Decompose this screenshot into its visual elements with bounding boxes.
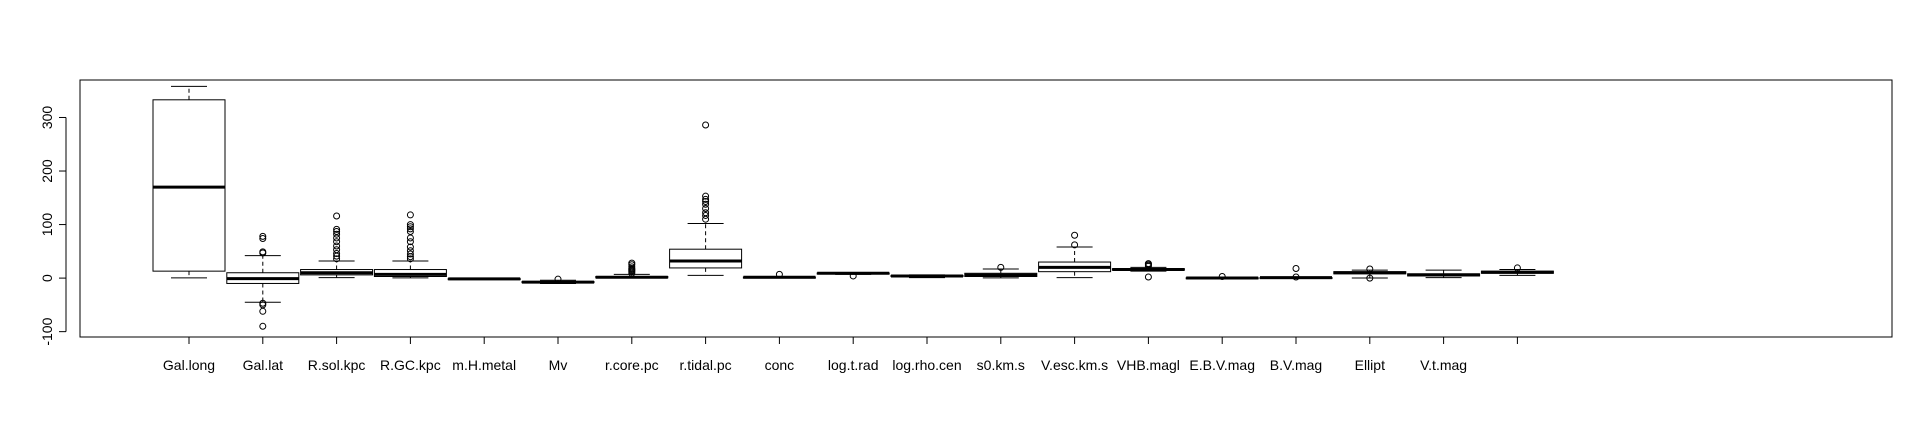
outlier-point: [628, 263, 636, 271]
plot-frame: [79, 79, 1893, 338]
y-tick-label: 100: [39, 213, 55, 237]
outlier-point: [997, 263, 1005, 271]
x-tick-label: R.GC.kpc: [380, 357, 441, 373]
x-tick-label: log.rho.cen: [892, 357, 961, 373]
box-s0.km.s: [964, 263, 1038, 279]
outlier-point: [702, 205, 710, 212]
x-tick-label: V.esc.km.s: [1041, 357, 1108, 373]
x-tick-label: R.sol.kpc: [308, 357, 366, 373]
outlier-point: [1513, 264, 1521, 272]
x-tick-label: V.t.mag: [1420, 357, 1467, 373]
box-V.esc.km.s: [1038, 231, 1112, 279]
box-m.H.metal: [447, 277, 521, 281]
outlier-point: [259, 322, 267, 330]
outlier-point: [259, 234, 267, 242]
iqr-box: [152, 99, 226, 272]
box-V.t.mag: [1407, 269, 1481, 279]
outlier-point: [259, 248, 267, 256]
x-tick-label: VHB.magl: [1117, 357, 1180, 373]
outlier-point: [554, 275, 562, 283]
x-tick-label: s0.km.s: [977, 357, 1025, 373]
box-log.t.rad: [816, 271, 890, 280]
x-tick-label: r.tidal.pc: [680, 357, 732, 373]
outlier-point: [628, 259, 636, 267]
x-tick-label: log.t.rad: [828, 357, 879, 373]
box-B.V.mag: [1259, 264, 1333, 281]
x-tick-label: Gal.lat: [243, 357, 284, 373]
outlier-point: [1218, 272, 1226, 280]
outlier-point: [1071, 231, 1079, 239]
outlier-point: [1366, 274, 1374, 282]
x-tick-label: conc: [765, 357, 795, 373]
box-Mv: [521, 275, 595, 284]
outlier-point: [406, 250, 414, 258]
outlier-point: [1071, 241, 1079, 249]
outlier-point: [406, 255, 414, 263]
outlier-point: [406, 225, 414, 233]
outlier-point: [1292, 273, 1300, 281]
outlier-point: [1144, 260, 1152, 268]
box-VHB.magl: [1111, 260, 1185, 281]
outlier-point: [333, 255, 341, 263]
outlier-point: [333, 230, 341, 238]
x-axis-labels: Gal.long Gal.lat R.sol.kpc R.GC.kpc m.H.meta…: [163, 337, 1518, 373]
outlier-point: [702, 211, 710, 219]
outlier-point: [333, 212, 341, 220]
outlier-point: [406, 228, 414, 236]
outlier-point: [406, 238, 414, 246]
box-E.B.V.mag: [1185, 272, 1259, 280]
outlier-point: [333, 246, 341, 254]
outlier-point: [406, 247, 414, 255]
outlier-point: [406, 234, 414, 242]
x-tick-label: B.V.mag: [1270, 357, 1322, 373]
y-tick-label: -100: [39, 317, 55, 345]
y-tick-label: 0: [39, 274, 55, 282]
box-Gal.lat: [226, 232, 300, 330]
outlier-point: [702, 195, 710, 203]
box-R.sol.kpc: [300, 212, 374, 279]
x-tick-label: r.core.pc: [605, 357, 659, 373]
box-r.tidal.pc: [669, 121, 743, 276]
boxes-layer: [152, 85, 1554, 330]
outlier-point: [1366, 265, 1374, 273]
outlier-point: [259, 232, 267, 240]
outlier-point: [333, 228, 341, 236]
outlier-point: [849, 272, 857, 280]
outlier-point: [702, 121, 710, 129]
outlier-point: [259, 307, 267, 315]
outlier-point: [702, 209, 710, 217]
box-unlabeled: [1480, 264, 1554, 276]
x-tick-label: Gal.long: [163, 357, 215, 373]
outlier-point: [333, 242, 341, 250]
outlier-point: [1292, 264, 1300, 272]
y-tick-label: 300: [39, 106, 55, 130]
box-log.rho.cen: [890, 274, 964, 279]
outlier-point: [775, 270, 783, 278]
x-tick-label: E.B.V.mag: [1189, 357, 1255, 373]
outlier-point: [702, 200, 710, 208]
outlier-point: [333, 238, 341, 246]
x-tick-label: Ellipt: [1355, 357, 1385, 373]
outlier-point: [406, 243, 414, 251]
outlier-point: [1144, 273, 1152, 281]
outlier-point: [333, 249, 341, 257]
outlier-point: [333, 225, 341, 233]
box-Ellipt: [1333, 265, 1407, 282]
iqr-box: [669, 248, 743, 269]
box-r.core.pc: [595, 259, 669, 279]
y-axis: -100 0 100 200 300: [39, 106, 67, 346]
box-R.GC.kpc: [373, 211, 447, 279]
x-tick-label: Mv: [549, 357, 568, 373]
box-Gal.long: [152, 85, 226, 279]
outlier-point: [406, 223, 414, 231]
box-conc: [742, 270, 816, 279]
outlier-point: [702, 192, 710, 200]
y-tick-label: 200: [39, 159, 55, 183]
outlier-point: [406, 211, 414, 219]
outlier-point: [702, 198, 710, 206]
outlier-point: [406, 221, 414, 229]
x-tick-label: m.H.metal: [452, 357, 516, 373]
